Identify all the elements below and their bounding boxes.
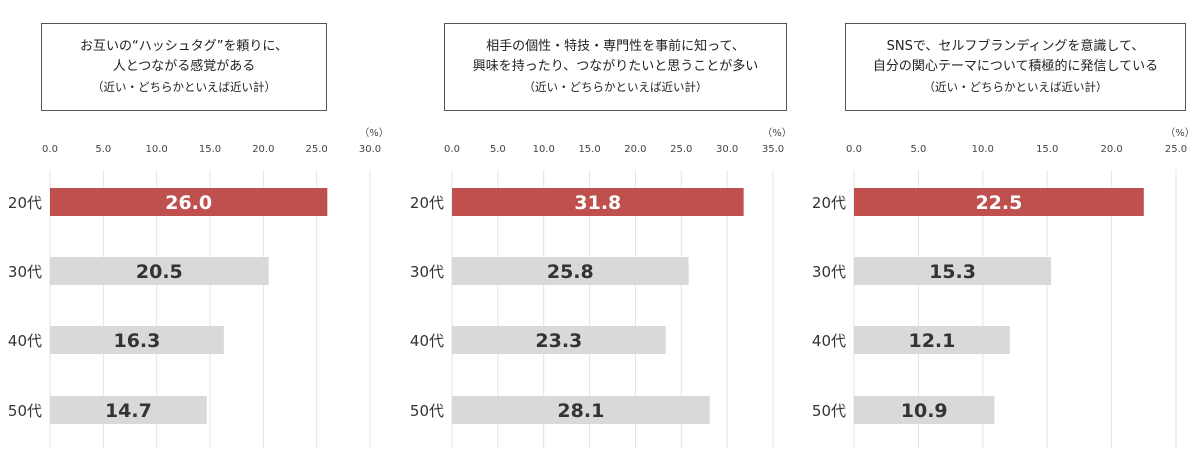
data-label: 28.1 — [557, 400, 604, 422]
x-tick-label: 15.0 — [199, 144, 221, 155]
data-label: 12.1 — [908, 330, 955, 352]
chart-title-box: SNSで、セルフブランディングを意識して、 自分の関心テーマについて積極的に発信… — [845, 23, 1186, 111]
category-label: 50代 — [812, 402, 846, 420]
category-label: 30代 — [8, 263, 42, 281]
chart-title-line-1: SNSで、セルフブランディングを意識して、 — [886, 39, 1145, 54]
category-label: 40代 — [812, 332, 846, 350]
bar — [854, 257, 1052, 285]
data-label: 31.8 — [574, 192, 621, 214]
bar — [50, 326, 224, 354]
x-tick-label: 20.0 — [1100, 144, 1122, 155]
data-label: 22.5 — [975, 192, 1022, 214]
data-label: 20.5 — [136, 261, 183, 283]
bar-chart-1: 0.0 5.0 10.0 15.0 20.0 25.0 30.0 （%） 20代 26.0 30代 2… — [8, 127, 389, 448]
chart-title-line-2: 興味を持ったり、つながりたいと思うことが多い — [472, 59, 759, 74]
bar — [452, 396, 710, 424]
x-tick-label: 0.0 — [846, 144, 862, 155]
chart-note: （近い・どちらかといえば近い計） — [923, 80, 1108, 94]
x-tick-label: 5.0 — [910, 144, 926, 155]
category-label: 40代 — [410, 332, 444, 350]
x-tick-label: 15.0 — [1036, 144, 1058, 155]
bar-chart-3: 0.0 5.0 10.0 15.0 20.0 25.0 （%） 20代 22.5 30代 15.3 4… — [812, 127, 1195, 448]
chart-title-line-1: 相手の個性・特技・専門性を事前に知って、 — [486, 39, 745, 54]
bar — [854, 396, 995, 424]
x-tick-label: 25.0 — [306, 144, 328, 155]
x-tick-label: 30.0 — [716, 144, 738, 155]
data-label: 25.8 — [547, 261, 594, 283]
chart-panel-1: お互いの“ハッシュタグ”を頼りに、 人とつながる感覚がある （近い・どちらかとい… — [0, 0, 400, 458]
x-tick-label: 0.0 — [444, 144, 460, 155]
data-label: 10.9 — [901, 400, 948, 422]
x-tick-label: 10.0 — [972, 144, 994, 155]
chart-note: （近い・どちらかといえば近い計） — [92, 80, 276, 94]
chart-title-box: 相手の個性・特技・専門性を事前に知って、 興味を持ったり、つながりたいと思うこと… — [444, 23, 787, 111]
x-tick-label: 10.0 — [533, 144, 555, 155]
x-tick-label: 20.0 — [624, 144, 646, 155]
x-tick-label: 20.0 — [252, 144, 274, 155]
unit-label: （%） — [359, 127, 389, 139]
data-label: 15.3 — [929, 261, 976, 283]
x-tick-label: 10.0 — [146, 144, 168, 155]
x-tick-label: 5.0 — [95, 144, 111, 155]
x-tick-label: 0.0 — [42, 144, 58, 155]
category-label: 20代 — [410, 194, 444, 212]
x-tick-label: 35.0 — [762, 144, 784, 155]
chart-title-line-1: お互いの“ハッシュタグ”を頼りに、 — [79, 39, 289, 54]
bar — [854, 188, 1144, 216]
chart-panel-3: SNSで、セルフブランディングを意識して、 自分の関心テーマについて積極的に発信… — [800, 0, 1200, 458]
bar — [50, 396, 207, 424]
chart-title-box: お互いの“ハッシュタグ”を頼りに、 人とつながる感覚がある （近い・どちらかとい… — [41, 23, 327, 111]
category-label: 40代 — [8, 332, 42, 350]
category-label: 20代 — [8, 194, 42, 212]
x-tick-label: 25.0 — [670, 144, 692, 155]
bar — [50, 188, 328, 216]
category-label: 30代 — [410, 263, 444, 281]
x-tick-label: 15.0 — [578, 144, 600, 155]
category-label: 20代 — [812, 194, 846, 212]
bar — [452, 188, 744, 216]
chart-title-line-2: 自分の関心テーマについて積極的に発信している — [872, 59, 1159, 74]
category-label: 50代 — [410, 402, 444, 420]
data-label: 23.3 — [535, 330, 582, 352]
data-label: 26.0 — [165, 192, 212, 214]
chart-note: （近い・どちらかといえば近い計） — [523, 80, 708, 94]
bar — [50, 257, 269, 285]
bar — [452, 326, 666, 354]
chart-title-line-2: 人とつながる感覚がある — [112, 59, 256, 74]
data-label: 14.7 — [105, 400, 152, 422]
category-label: 30代 — [812, 263, 846, 281]
bar — [452, 257, 689, 285]
category-label: 50代 — [8, 402, 42, 420]
bar — [854, 326, 1010, 354]
x-tick-label: 30.0 — [359, 144, 381, 155]
data-label: 16.3 — [113, 330, 160, 352]
chart-panel-2: 相手の個性・特技・専門性を事前に知って、 興味を持ったり、つながりたいと思うこと… — [400, 0, 800, 458]
unit-label: （%） — [762, 127, 792, 139]
x-tick-label: 25.0 — [1165, 144, 1187, 155]
x-tick-label: 5.0 — [490, 144, 506, 155]
unit-label: （%） — [1165, 127, 1195, 139]
bar-chart-2: 0.0 5.0 10.0 15.0 20.0 25.0 30.0 35.0 （%） 20代 31.8… — [410, 127, 792, 448]
